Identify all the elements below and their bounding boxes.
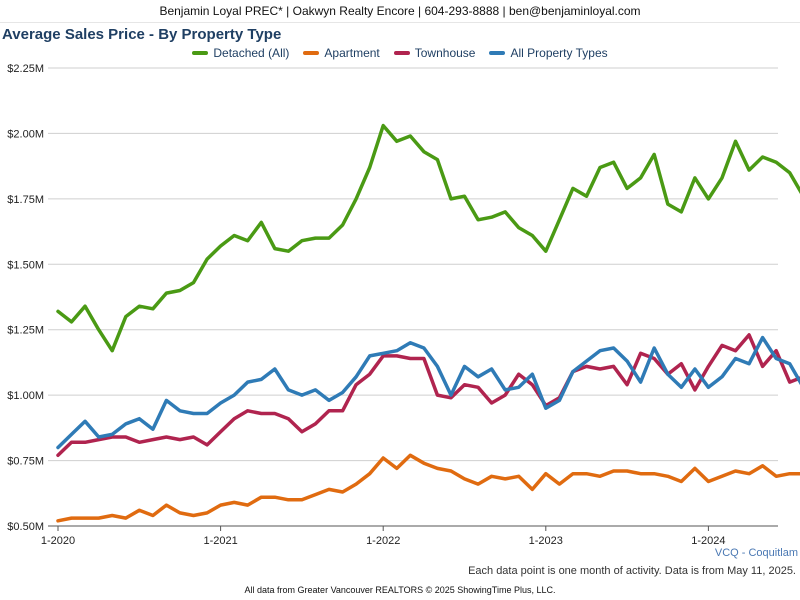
chart-title: Average Sales Price - By Property Type — [2, 26, 282, 43]
footer-note: Each data point is one month of activity… — [468, 565, 796, 577]
legend-item-apartment[interactable]: Apartment — [303, 46, 380, 60]
y-tick-label: $1.25M — [7, 325, 44, 337]
x-tick-label: 1-2024 — [691, 535, 725, 547]
x-tick-label: 1-2023 — [529, 535, 563, 547]
chart-legend: Detached (All) Apartment Townhouse All P… — [0, 46, 800, 60]
series-line-all-property-types — [56, 335, 800, 450]
legend-label-apartment: Apartment — [324, 46, 380, 60]
x-tick-label: 1-2020 — [41, 535, 75, 547]
header-text: Benjamin Loyal PREC* | Oakwyn Realty Enc… — [159, 4, 641, 18]
legend-swatch-apartment — [303, 51, 320, 55]
region-label: VCQ - Coquitlam — [714, 547, 798, 559]
series-line-townhouse — [56, 333, 800, 458]
y-tick-label: $1.50M — [7, 259, 44, 271]
legend-label-detached: Detached (All) — [213, 46, 290, 60]
series-line-apartment — [56, 453, 800, 523]
y-tick-label: $0.50M — [7, 521, 44, 533]
y-tick-label: $1.00M — [7, 390, 44, 402]
legend-swatch-townhouse — [393, 51, 410, 55]
legend-item-all-types[interactable]: All Property Types — [489, 46, 608, 60]
y-tick-label: $2.25M — [7, 63, 44, 75]
legend-item-townhouse[interactable]: Townhouse — [393, 46, 476, 60]
y-tick-label: $0.75M — [7, 456, 44, 468]
x-tick-label: 1-2021 — [203, 535, 237, 547]
y-tick-label: $2.00M — [7, 128, 44, 140]
x-tick-label: 1-2022 — [366, 535, 400, 547]
legend-label-townhouse: Townhouse — [414, 46, 476, 60]
series-line-detached-all — [56, 123, 800, 353]
legend-swatch-detached — [192, 51, 209, 55]
legend-item-detached[interactable]: Detached (All) — [192, 46, 289, 60]
legend-label-all-types: All Property Types — [510, 46, 608, 60]
y-tick-label: $1.75M — [7, 194, 44, 206]
header-bar: Benjamin Loyal PREC* | Oakwyn Realty Enc… — [0, 0, 800, 23]
footer-credit: All data from Greater Vancouver REALTORS… — [244, 585, 556, 595]
legend-swatch-all-types — [489, 51, 506, 55]
